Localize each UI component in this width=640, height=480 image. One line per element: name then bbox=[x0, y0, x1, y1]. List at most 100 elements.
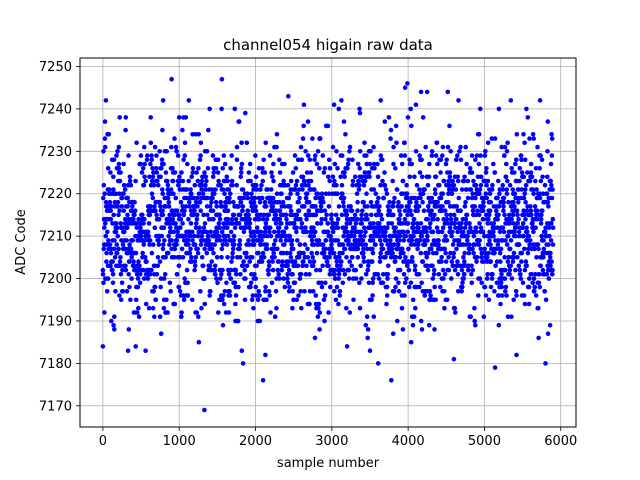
data-point bbox=[270, 174, 275, 180]
data-point bbox=[397, 254, 403, 260]
data-point bbox=[478, 174, 484, 180]
data-point bbox=[483, 191, 489, 196]
data-point bbox=[535, 216, 540, 222]
data-point bbox=[509, 276, 515, 281]
data-point bbox=[253, 284, 259, 290]
data-point bbox=[380, 246, 386, 252]
data-point bbox=[307, 289, 313, 294]
data-point bbox=[246, 170, 252, 175]
data-point bbox=[340, 191, 345, 196]
data-point bbox=[142, 161, 147, 167]
data-point bbox=[444, 297, 450, 303]
data-point bbox=[127, 242, 132, 247]
data-point bbox=[234, 272, 239, 277]
data-point bbox=[337, 289, 343, 294]
data-point bbox=[180, 178, 186, 184]
data-point bbox=[234, 157, 240, 163]
data-point bbox=[521, 174, 527, 180]
data-point bbox=[524, 229, 530, 235]
data-point bbox=[252, 229, 257, 235]
data-point bbox=[460, 284, 465, 290]
outlier-point bbox=[105, 132, 110, 137]
data-point bbox=[459, 187, 465, 192]
data-point bbox=[450, 242, 456, 247]
data-point bbox=[189, 191, 194, 196]
data-point bbox=[307, 259, 313, 264]
data-point bbox=[409, 212, 414, 218]
data-point bbox=[293, 166, 299, 171]
data-point bbox=[182, 153, 188, 158]
data-point bbox=[154, 170, 160, 175]
data-point bbox=[549, 153, 555, 158]
data-point bbox=[288, 208, 294, 213]
data-point bbox=[290, 246, 296, 252]
data-point bbox=[420, 115, 426, 120]
data-point bbox=[151, 170, 156, 175]
data-point bbox=[472, 242, 478, 247]
data-point bbox=[276, 225, 282, 230]
data-point bbox=[479, 280, 485, 286]
data-point bbox=[384, 301, 389, 307]
data-point bbox=[474, 254, 480, 260]
data-point bbox=[273, 238, 278, 243]
data-point bbox=[477, 221, 482, 226]
data-point bbox=[362, 178, 368, 184]
data-point bbox=[274, 132, 280, 137]
data-point bbox=[286, 195, 292, 201]
data-point bbox=[121, 208, 127, 213]
outlier-point bbox=[537, 98, 543, 103]
data-point bbox=[273, 212, 279, 218]
data-point bbox=[419, 233, 425, 239]
data-point bbox=[533, 293, 539, 298]
data-point bbox=[149, 250, 155, 256]
data-point bbox=[340, 280, 346, 286]
data-point bbox=[365, 216, 370, 222]
data-point bbox=[455, 178, 461, 184]
data-point bbox=[170, 216, 176, 222]
data-point bbox=[233, 267, 239, 273]
data-point bbox=[408, 199, 413, 205]
data-point bbox=[248, 284, 253, 290]
data-point bbox=[460, 229, 466, 235]
data-point bbox=[277, 157, 282, 163]
data-point bbox=[322, 293, 328, 298]
data-point bbox=[483, 149, 488, 154]
data-point bbox=[446, 191, 451, 196]
data-point bbox=[464, 187, 469, 192]
data-point bbox=[112, 254, 118, 260]
data-point bbox=[370, 276, 376, 281]
data-point bbox=[493, 246, 499, 252]
data-point bbox=[165, 182, 171, 188]
data-point bbox=[502, 153, 507, 158]
data-point bbox=[444, 238, 450, 243]
data-point bbox=[151, 289, 156, 294]
data-point bbox=[147, 238, 153, 243]
data-point bbox=[282, 242, 287, 247]
data-point bbox=[543, 225, 548, 230]
data-point bbox=[483, 170, 489, 175]
data-point bbox=[329, 246, 335, 252]
data-point bbox=[379, 216, 385, 222]
data-point bbox=[118, 272, 124, 277]
outlier-point bbox=[514, 352, 519, 358]
data-point bbox=[511, 199, 516, 205]
data-point bbox=[459, 289, 465, 294]
data-point bbox=[468, 314, 474, 320]
data-point bbox=[199, 233, 205, 239]
data-point bbox=[267, 293, 273, 298]
outlier-point bbox=[299, 305, 304, 311]
data-point bbox=[473, 157, 478, 163]
data-point bbox=[294, 229, 299, 235]
data-point bbox=[238, 199, 244, 205]
data-point bbox=[454, 216, 459, 222]
data-point bbox=[429, 153, 435, 158]
data-point bbox=[309, 238, 315, 243]
outlier-point bbox=[207, 106, 212, 112]
data-point bbox=[117, 293, 122, 298]
data-point bbox=[474, 259, 479, 264]
data-point bbox=[102, 119, 108, 124]
data-point bbox=[138, 153, 144, 158]
data-point bbox=[174, 242, 179, 247]
outlier-point bbox=[378, 98, 384, 103]
